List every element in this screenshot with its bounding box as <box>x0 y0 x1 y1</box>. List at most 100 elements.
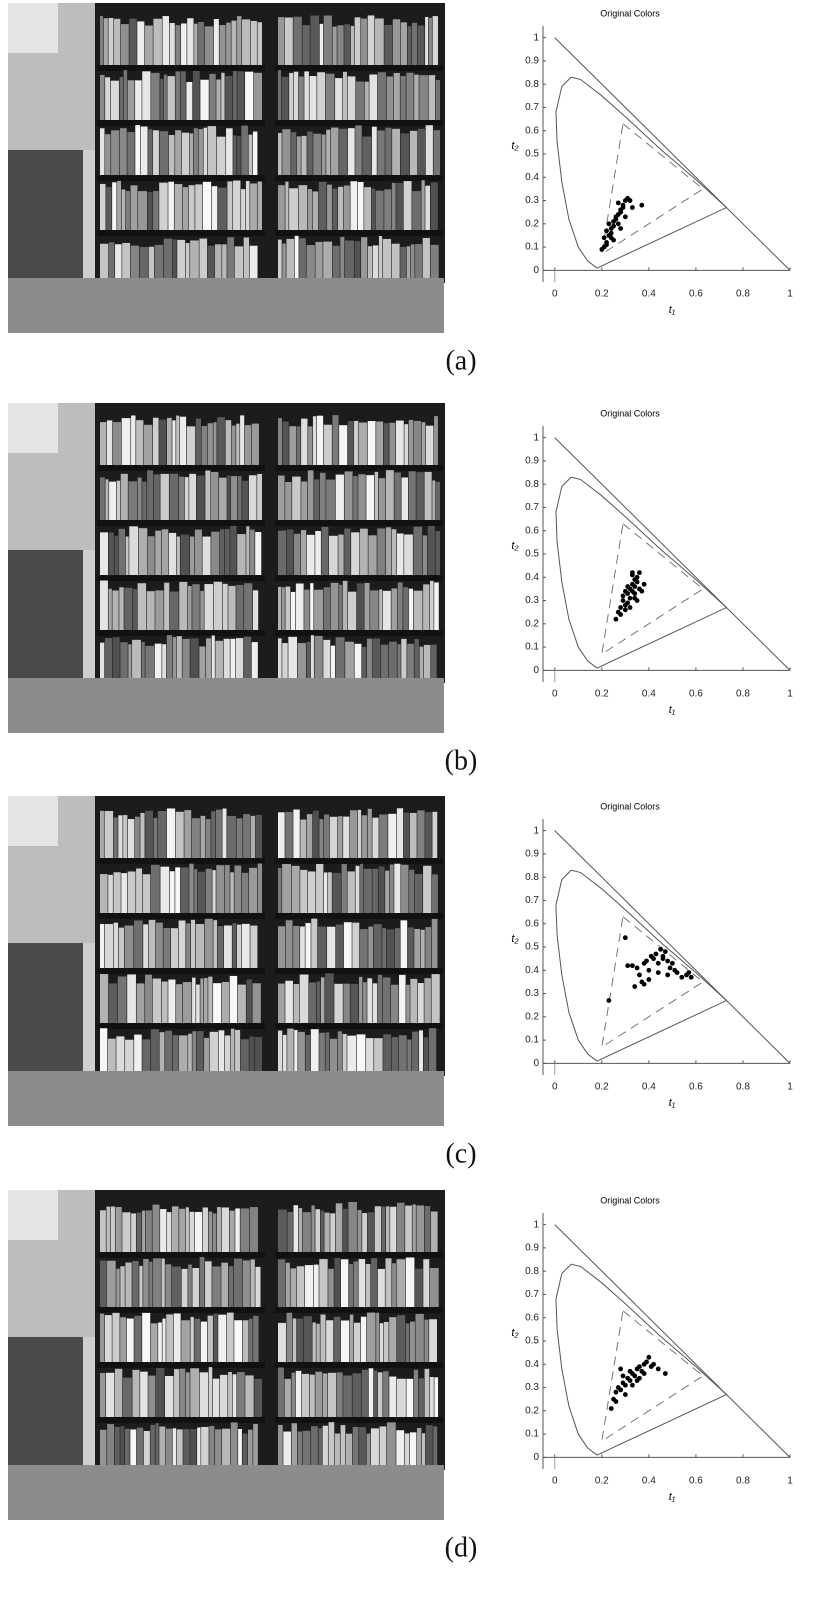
book <box>406 1378 414 1417</box>
book <box>411 22 418 65</box>
book <box>118 528 126 575</box>
book <box>312 810 319 858</box>
book <box>323 241 333 285</box>
book <box>147 191 153 230</box>
book <box>317 72 326 120</box>
book <box>249 1318 253 1362</box>
book <box>106 187 112 230</box>
book <box>179 1208 186 1252</box>
book <box>418 1378 424 1417</box>
book <box>171 1266 181 1307</box>
book <box>364 582 370 630</box>
book <box>322 1373 328 1417</box>
book <box>432 874 438 913</box>
book <box>343 983 350 1023</box>
book <box>131 1213 137 1252</box>
book <box>136 983 145 1023</box>
y-tick-label: 0.2 <box>525 618 539 629</box>
data-point <box>620 598 626 603</box>
book <box>425 812 432 858</box>
book <box>211 186 218 230</box>
x-tick-label: 0 <box>552 689 558 700</box>
book <box>221 72 225 120</box>
book <box>115 244 122 285</box>
book <box>167 1212 172 1252</box>
book <box>311 918 318 968</box>
book <box>176 984 183 1023</box>
book <box>296 426 301 465</box>
book <box>383 423 389 465</box>
y-tick-label: 0.8 <box>525 79 539 90</box>
book <box>119 587 124 630</box>
book <box>185 1207 189 1252</box>
book <box>108 17 114 65</box>
book <box>182 638 190 685</box>
data-point <box>618 612 624 617</box>
book <box>245 71 254 120</box>
book <box>300 530 307 575</box>
book <box>365 1264 371 1307</box>
post <box>83 150 97 280</box>
book <box>311 1426 318 1472</box>
chart: Original Colors 0 0.1 0.2 0.3 0.4 0.5 0.6 0.7 0.8… <box>511 408 793 716</box>
book <box>425 1425 433 1472</box>
book <box>228 1266 234 1307</box>
book <box>345 1433 353 1472</box>
book <box>181 1320 190 1362</box>
book <box>140 1371 148 1417</box>
y-tick-label: 1 <box>533 825 539 836</box>
book <box>209 73 216 120</box>
counter <box>8 1465 444 1520</box>
book <box>354 643 362 685</box>
book <box>410 978 418 1023</box>
book <box>278 185 285 230</box>
book <box>186 923 191 968</box>
book <box>100 810 104 858</box>
book <box>106 1260 116 1307</box>
book <box>153 1258 161 1307</box>
data-point <box>604 242 609 248</box>
book <box>227 475 231 520</box>
book <box>391 588 398 630</box>
book <box>306 534 315 575</box>
book <box>434 1377 439 1417</box>
book <box>422 1433 426 1472</box>
book <box>162 16 169 65</box>
book <box>330 582 339 630</box>
book <box>204 918 213 968</box>
y-tick-label: 0.1 <box>525 242 539 253</box>
book <box>326 1320 334 1362</box>
data-point <box>641 981 647 987</box>
book <box>225 420 232 465</box>
book <box>339 425 348 465</box>
book <box>385 1258 392 1307</box>
book <box>142 71 151 120</box>
book <box>114 535 118 575</box>
data-point <box>627 605 633 610</box>
book <box>186 81 193 120</box>
book <box>332 26 337 65</box>
book <box>201 1426 209 1472</box>
book <box>200 1321 208 1362</box>
book <box>215 809 222 858</box>
book <box>195 418 201 465</box>
book <box>310 635 314 685</box>
data-point <box>641 581 647 587</box>
book <box>179 581 188 630</box>
book <box>236 423 240 465</box>
book <box>127 131 135 175</box>
book <box>419 646 424 685</box>
book <box>100 1313 105 1362</box>
book <box>357 809 362 858</box>
book <box>368 926 373 968</box>
x-tick-label: 0.8 <box>736 289 750 300</box>
book <box>307 470 314 520</box>
book <box>194 23 198 65</box>
y-tick-label: 0.4 <box>525 965 539 976</box>
book <box>429 1376 434 1417</box>
x-tick-label: 0.4 <box>642 1082 656 1093</box>
data-point <box>622 935 628 941</box>
book <box>323 424 332 465</box>
book <box>230 1028 235 1078</box>
book <box>285 481 292 520</box>
